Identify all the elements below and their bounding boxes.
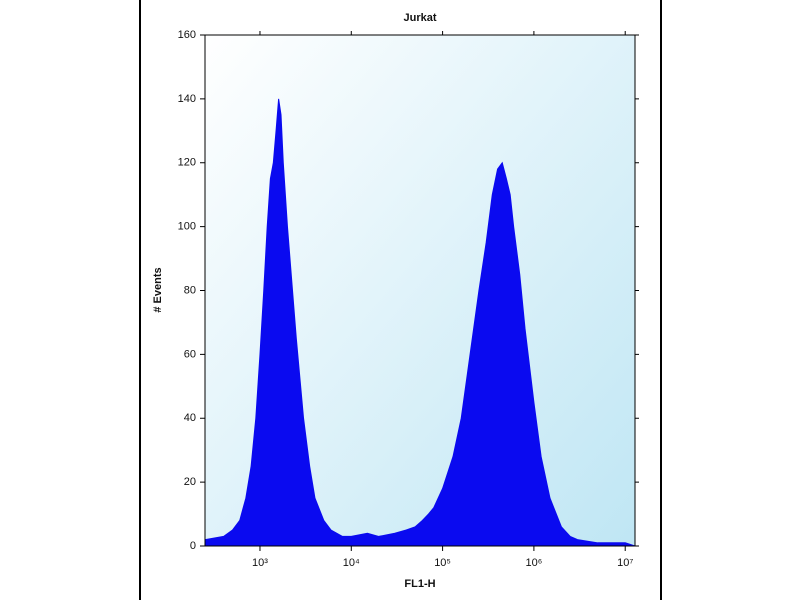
y-tick-label: 40 xyxy=(184,412,196,424)
x-tick-label: 10⁴ xyxy=(343,557,360,569)
y-tick-label: 20 xyxy=(184,476,196,488)
y-tick-label: 60 xyxy=(184,348,196,360)
x-tick-label: 10⁷ xyxy=(617,557,633,569)
y-tick-label: 140 xyxy=(178,93,196,105)
y-axis-label: # Events xyxy=(152,267,164,312)
x-axis-label: FL1-H xyxy=(404,578,435,590)
y-tick-label: 120 xyxy=(178,157,196,169)
y-tick-label: 0 xyxy=(190,540,196,552)
x-tick-label: 10⁶ xyxy=(526,557,543,569)
x-tick-label: 10³ xyxy=(252,557,268,569)
y-tick-label: 100 xyxy=(178,221,196,233)
y-tick-label: 80 xyxy=(184,284,196,296)
histogram-area xyxy=(204,98,636,547)
chart-title: Jurkat xyxy=(403,12,436,24)
x-tick-label: 10⁵ xyxy=(434,557,451,569)
y-tick-label: 160 xyxy=(178,29,196,41)
